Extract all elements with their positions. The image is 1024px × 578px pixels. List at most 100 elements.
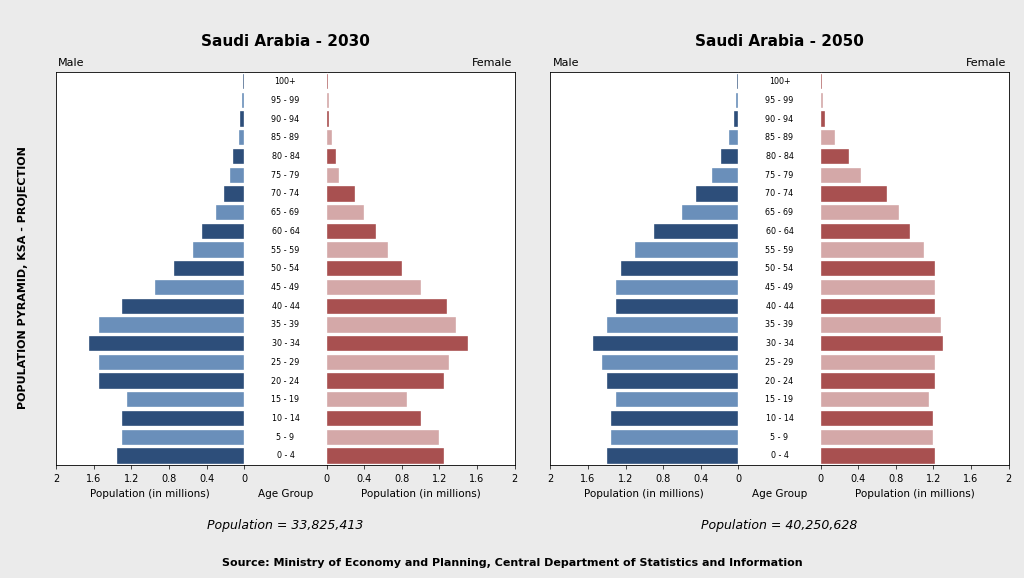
Text: Population (in millions): Population (in millions) (90, 489, 210, 499)
Bar (682, 205, 738, 220)
Bar (98, 355, 244, 370)
Text: 80 - 84: 80 - 84 (271, 152, 299, 161)
Text: 85 - 89: 85 - 89 (271, 134, 299, 142)
Bar (821, 186, 887, 202)
Bar (327, 205, 365, 220)
Text: 25 - 29: 25 - 29 (765, 358, 794, 367)
Bar (327, 411, 421, 426)
Text: 80 - 84: 80 - 84 (766, 152, 794, 161)
Text: 45 - 49: 45 - 49 (766, 283, 794, 292)
Bar (821, 336, 943, 351)
Bar (327, 261, 401, 276)
Bar (696, 186, 738, 202)
Bar (821, 224, 910, 239)
Text: 100+: 100+ (769, 77, 791, 86)
Bar (122, 298, 244, 314)
Text: 10 - 14: 10 - 14 (271, 414, 299, 423)
Bar (98, 373, 244, 389)
Bar (616, 392, 738, 407)
Bar (122, 429, 244, 445)
Bar (821, 149, 849, 164)
Text: Age Group: Age Group (752, 489, 807, 499)
Bar (602, 355, 738, 370)
Text: 60 - 64: 60 - 64 (271, 227, 299, 236)
Bar (736, 92, 738, 108)
Bar (327, 355, 449, 370)
Bar (327, 224, 377, 239)
Text: 5 - 9: 5 - 9 (770, 433, 788, 442)
Bar (821, 261, 935, 276)
Bar (155, 280, 244, 295)
Text: 70 - 74: 70 - 74 (271, 190, 299, 198)
Bar (607, 449, 738, 464)
Bar (821, 373, 935, 389)
Bar (327, 130, 333, 146)
Bar (241, 112, 244, 127)
Text: 75 - 79: 75 - 79 (271, 171, 300, 180)
Text: 15 - 19: 15 - 19 (271, 395, 299, 404)
Text: 95 - 99: 95 - 99 (765, 96, 794, 105)
Text: 100+: 100+ (274, 77, 296, 86)
Bar (327, 280, 421, 295)
Bar (821, 317, 941, 332)
Bar (607, 317, 738, 332)
Bar (327, 336, 468, 351)
Bar (89, 336, 244, 351)
Bar (327, 186, 355, 202)
Text: Saudi Arabia - 2030: Saudi Arabia - 2030 (201, 34, 370, 49)
Bar (821, 411, 934, 426)
Text: 65 - 69: 65 - 69 (766, 208, 794, 217)
Text: 95 - 99: 95 - 99 (271, 96, 300, 105)
Bar (327, 92, 329, 108)
Text: Male: Male (553, 58, 579, 68)
Bar (327, 449, 444, 464)
Text: 60 - 64: 60 - 64 (766, 227, 794, 236)
Bar (593, 336, 738, 351)
Bar (821, 112, 825, 127)
Bar (821, 392, 929, 407)
Bar (712, 168, 738, 183)
Bar (621, 261, 738, 276)
Bar (607, 373, 738, 389)
Text: 65 - 69: 65 - 69 (271, 208, 299, 217)
Text: 20 - 24: 20 - 24 (766, 377, 794, 386)
Text: 50 - 54: 50 - 54 (271, 264, 299, 273)
Bar (174, 261, 244, 276)
Bar (821, 92, 822, 108)
Text: 20 - 24: 20 - 24 (271, 377, 299, 386)
Bar (327, 392, 407, 407)
Text: 85 - 89: 85 - 89 (766, 134, 794, 142)
Text: Population (in millions): Population (in millions) (585, 489, 705, 499)
Bar (616, 280, 738, 295)
Bar (611, 411, 738, 426)
Text: 55 - 59: 55 - 59 (765, 246, 794, 254)
Bar (821, 355, 935, 370)
Text: 30 - 34: 30 - 34 (271, 339, 299, 348)
Text: POPULATION PYRAMID, KSA - PROJECTION: POPULATION PYRAMID, KSA - PROJECTION (17, 146, 28, 409)
Bar (721, 149, 738, 164)
Text: Male: Male (58, 58, 85, 68)
Bar (239, 130, 244, 146)
Bar (821, 168, 861, 183)
Bar (821, 130, 835, 146)
Text: 30 - 34: 30 - 34 (766, 339, 794, 348)
Text: 15 - 19: 15 - 19 (766, 395, 794, 404)
Text: Population = 33,825,413: Population = 33,825,413 (207, 519, 364, 532)
Bar (821, 242, 924, 258)
Text: 40 - 44: 40 - 44 (271, 302, 299, 311)
Bar (127, 392, 244, 407)
Bar (733, 112, 738, 127)
Bar (327, 168, 339, 183)
Text: Population = 40,250,628: Population = 40,250,628 (701, 519, 858, 532)
Text: Population (in millions): Population (in millions) (855, 489, 975, 499)
Bar (230, 168, 244, 183)
Bar (821, 280, 935, 295)
Text: 45 - 49: 45 - 49 (271, 283, 299, 292)
Bar (327, 429, 439, 445)
Text: 50 - 54: 50 - 54 (766, 264, 794, 273)
Bar (616, 298, 738, 314)
Text: 0 - 4: 0 - 4 (771, 451, 788, 461)
Bar (193, 242, 244, 258)
Bar (327, 112, 330, 127)
Text: 10 - 14: 10 - 14 (766, 414, 794, 423)
